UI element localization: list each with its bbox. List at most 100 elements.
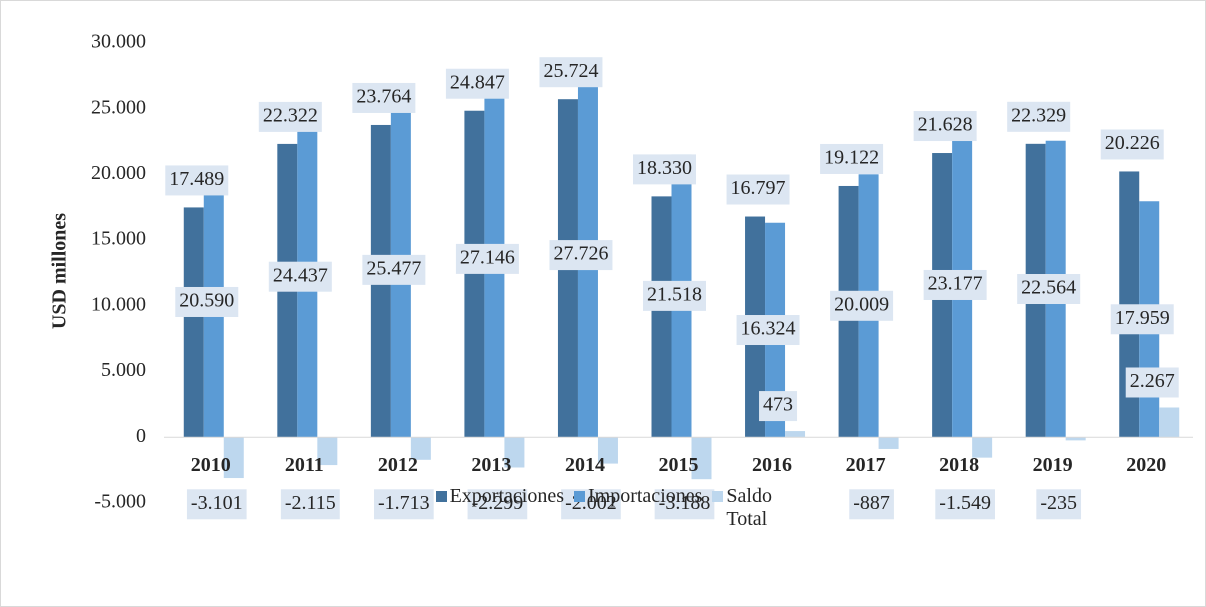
bar — [972, 437, 993, 458]
data-label-text: 25.724 — [543, 60, 598, 82]
y-tick-label: 10.000 — [91, 293, 146, 315]
data-label: -3.101 — [186, 489, 247, 520]
data-label-box — [849, 489, 894, 520]
data-label-box — [549, 240, 613, 271]
data-label: 19.122 — [820, 143, 884, 174]
data-label: 24.847 — [445, 68, 509, 99]
data-label-box — [726, 174, 790, 205]
data-label-text: 20.009 — [834, 293, 889, 315]
data-label-box — [175, 286, 239, 317]
data-label-box — [374, 489, 434, 520]
bar — [223, 437, 244, 479]
data-label-text: 473 — [763, 394, 793, 416]
x-tick-label: 2013 — [471, 454, 511, 476]
bar — [651, 196, 672, 438]
data-label-box — [186, 489, 247, 520]
data-label: 23.764 — [352, 82, 416, 113]
legend-swatch — [574, 491, 585, 502]
data-label: 17.959 — [1110, 304, 1174, 335]
data-label: 25.724 — [539, 57, 603, 88]
data-label-text: 17.959 — [1115, 307, 1170, 329]
data-label-box — [643, 280, 706, 311]
data-label: -3.188 — [654, 489, 715, 520]
data-label-text: 22.322 — [263, 105, 318, 127]
legend-swatch — [712, 491, 724, 502]
data-label: 16.797 — [726, 174, 790, 205]
data-label: 17.489 — [165, 165, 229, 196]
legend-label: Saldo Total — [726, 485, 772, 530]
data-label-text: 18.330 — [637, 157, 692, 179]
bar — [504, 437, 525, 468]
data-label-box — [1007, 101, 1071, 132]
y-tick-label: 5.000 — [101, 359, 146, 381]
legend-swatch — [435, 491, 447, 502]
data-label-text: -1.713 — [378, 492, 430, 514]
data-label: 21.628 — [913, 111, 977, 142]
x-tick-label: 2014 — [565, 454, 605, 476]
bar — [597, 437, 618, 464]
data-label-box — [935, 489, 995, 520]
data-label: 21.518 — [643, 280, 706, 311]
data-label-box — [268, 261, 332, 292]
data-label-text: 24.847 — [450, 71, 505, 93]
data-label-box — [736, 315, 800, 346]
bar — [785, 431, 806, 438]
data-label-text: 20.226 — [1105, 132, 1160, 154]
data-label: 25.477 — [362, 254, 426, 285]
data-label-box — [362, 254, 426, 285]
x-tick-label: 2012 — [378, 454, 418, 476]
data-label-text: -3.101 — [191, 492, 243, 514]
data-label: 22.322 — [258, 101, 322, 132]
data-label-box — [923, 269, 987, 300]
x-tick-label: 2018 — [939, 454, 979, 476]
y-tick-label: -5.000 — [94, 491, 146, 513]
y-tick-label: 15.000 — [91, 228, 146, 250]
data-label-text: 17.489 — [169, 168, 224, 190]
data-label-text: 21.628 — [918, 114, 973, 136]
data-label-box — [280, 489, 340, 520]
data-label-box — [467, 489, 528, 520]
data-label-box — [1100, 129, 1164, 160]
data-label-box — [561, 489, 621, 520]
data-label-text: 16.324 — [741, 318, 796, 340]
bar — [878, 437, 899, 449]
data-label: -235 — [1036, 489, 1082, 520]
data-label-text: 24.437 — [273, 264, 328, 286]
data-labels: 17.489 22.322 23.764 24.847 25.724 18.330 16.7… — [165, 57, 1179, 520]
data-label: -887 — [849, 489, 894, 520]
data-label: 2.267 — [1125, 367, 1179, 398]
data-label-text: 22.329 — [1011, 104, 1066, 126]
x-tick-label: 2019 — [1033, 454, 1073, 476]
legend-item: Saldo Total — [712, 485, 786, 531]
data-label-text: -1.549 — [939, 492, 991, 514]
data-label: 27.726 — [549, 240, 613, 271]
data-label-text: 25.477 — [366, 257, 421, 279]
x-tick-label: 2010 — [191, 454, 231, 476]
y-tick-label: 30.000 — [91, 31, 146, 53]
data-label-text: 22.564 — [1021, 277, 1076, 299]
data-label: -2.002 — [561, 489, 621, 520]
x-tick-label: 2017 — [846, 454, 886, 476]
data-label-box — [1017, 274, 1081, 305]
data-label-text: -3.188 — [659, 492, 711, 514]
x-tick-label: 2011 — [285, 454, 324, 476]
data-label-box — [830, 290, 894, 321]
legend-label: Exportaciones — [449, 485, 564, 507]
data-label-box — [539, 57, 603, 88]
data-label-text: 20.590 — [179, 290, 234, 312]
data-label-text: -2.115 — [285, 492, 336, 514]
data-label: 27.146 — [455, 243, 519, 274]
data-label-box — [1036, 489, 1082, 520]
data-label: 20.009 — [830, 290, 894, 321]
data-label-text: 2.267 — [1130, 370, 1175, 392]
x-tick-label: 2020 — [1126, 454, 1166, 476]
x-tick-label: 2016 — [752, 454, 792, 476]
data-label-box — [445, 68, 509, 99]
y-axis-title: USD millones — [49, 213, 71, 329]
x-tick-label: 2015 — [659, 454, 699, 476]
data-label: -1.713 — [374, 489, 434, 520]
bar — [317, 437, 338, 466]
data-label-box — [820, 143, 884, 174]
